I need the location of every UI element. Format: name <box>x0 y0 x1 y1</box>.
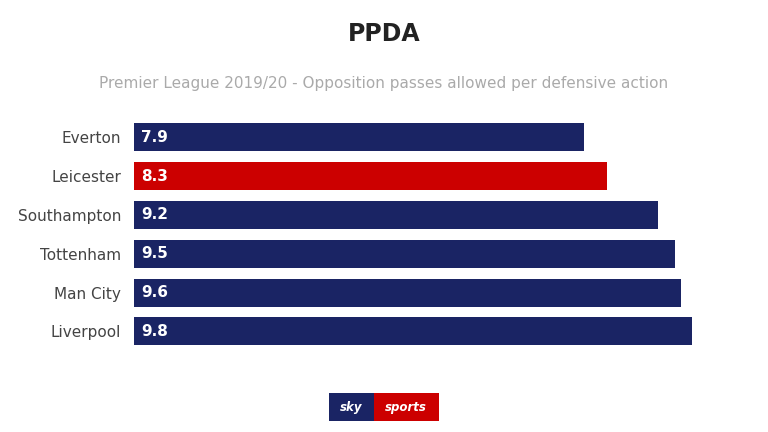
Bar <box>134 162 607 190</box>
Text: 9.8: 9.8 <box>141 324 168 339</box>
Text: 9.5: 9.5 <box>141 246 168 261</box>
Text: 7.9: 7.9 <box>141 130 168 145</box>
Bar <box>134 279 680 307</box>
Text: Premier League 2019/20 - Opposition passes allowed per defensive action: Premier League 2019/20 - Opposition pass… <box>99 76 669 91</box>
Bar <box>134 318 692 345</box>
Text: 9.6: 9.6 <box>141 285 168 300</box>
Bar <box>134 201 657 229</box>
Text: sports: sports <box>386 400 427 414</box>
Bar <box>134 240 675 268</box>
Bar <box>134 124 584 151</box>
Text: 9.2: 9.2 <box>141 207 168 222</box>
Text: 8.3: 8.3 <box>141 168 168 184</box>
Text: sky: sky <box>340 400 362 414</box>
Text: PPDA: PPDA <box>348 22 420 46</box>
